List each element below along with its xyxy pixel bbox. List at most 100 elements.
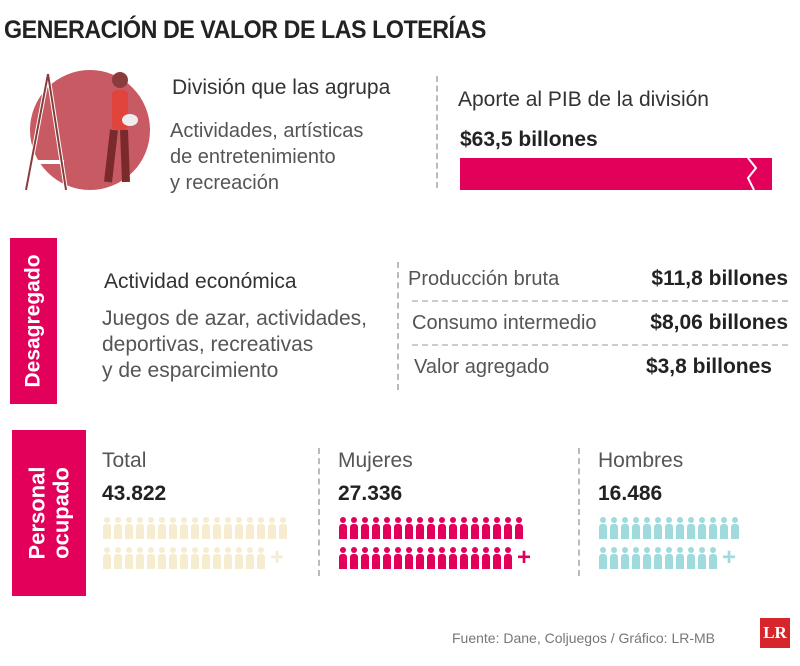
person-icon [135,547,145,569]
person-icon [201,547,211,569]
source-text: Fuente: Dane, Coljuegos / Gráfico: LR-MB [452,630,716,646]
pictogram-row [338,516,531,540]
actividad-description: Juegos de azar, actividades, deportivas,… [102,306,367,384]
person-icon [371,547,381,569]
person-icon [620,547,630,569]
person-icon [492,517,502,539]
desagregado-item: Consumo intermedio $8,06 billones [412,311,788,334]
person-icon [113,547,123,569]
pictogram-row [598,516,740,540]
plus-icon: + [270,544,285,571]
person-icon [393,547,403,569]
person-icon [179,517,189,539]
person-icon [730,517,740,539]
person-icon [113,517,123,539]
person-icon [426,517,436,539]
divider [397,262,399,390]
personal-label: Personal ocupado [12,430,86,596]
group-value: 43.822 [102,482,167,505]
divider [318,448,320,576]
person-icon [675,547,685,569]
group-value: 16.486 [598,482,663,505]
group-label: Mujeres [338,449,413,472]
person-icon [245,517,255,539]
division-line: de entretenimiento [170,146,336,168]
person-icon [686,547,696,569]
desagregado-item: Valor agregado $3,8 billones [414,355,772,378]
person-icon [360,517,370,539]
pictogram-row: + [338,546,531,570]
division-heading: División que las agrupa [172,76,391,99]
divider [578,448,580,576]
person-icon [102,517,112,539]
person-icon [212,517,222,539]
person-icon [708,547,718,569]
person-icon [437,517,447,539]
person-icon [514,517,524,539]
desagregado-item: Producción bruta $11,8 billones [408,267,788,290]
person-icon [135,517,145,539]
person-icon [609,547,619,569]
actividad-line: Juegos de azar, actividades, [102,307,368,330]
person-icon [609,517,619,539]
person-icon [146,517,156,539]
person-icon [697,517,707,539]
person-icon [598,547,608,569]
person-icon [267,517,277,539]
person-icon [719,517,729,539]
painter-illustration-icon [24,70,150,191]
person-icon [631,547,641,569]
actividad-heading: Actividad económica [104,270,297,293]
personal-group: Mujeres 27.336 + [338,448,531,576]
person-icon [664,517,674,539]
person-icon [234,547,244,569]
person-icon [492,547,502,569]
person-icon [223,517,233,539]
personal-group: Total 43.822 + [102,448,288,576]
pictogram-row: + [598,546,740,570]
divider [436,76,438,188]
desagregado-list: Producción bruta $11,8 billones Consumo i… [408,262,788,384]
person-icon [459,547,469,569]
person-icon [653,547,663,569]
person-icon [675,517,685,539]
person-icon [393,517,403,539]
person-icon [437,547,447,569]
person-icon [598,517,608,539]
person-icon [470,547,480,569]
person-icon [642,547,652,569]
person-icon [256,517,266,539]
person-icon [179,547,189,569]
person-icon [503,517,513,539]
person-icon [415,547,425,569]
person-icon [157,547,167,569]
person-icon [708,517,718,539]
pictogram-row [102,516,288,540]
pib-bar [460,158,772,190]
person-icon [642,517,652,539]
division-description: Actividades, artísticas de entretenimien… [170,118,363,196]
plus-icon: + [722,544,737,571]
person-icon [278,517,288,539]
person-icon [404,547,414,569]
person-icon [503,547,513,569]
division-line: y recreación [170,172,279,194]
person-icon [404,517,414,539]
person-icon [256,547,266,569]
person-icon [201,517,211,539]
person-icon [382,547,392,569]
person-icon [620,517,630,539]
person-icon [686,517,696,539]
lr-logo: LR [760,618,790,648]
person-icon [470,517,480,539]
person-icon [190,517,200,539]
person-icon [338,517,348,539]
person-icon [360,547,370,569]
actividad-line: y de esparcimiento [102,359,279,382]
person-icon [448,547,458,569]
person-icon [338,547,348,569]
person-icon [697,547,707,569]
person-icon [631,517,641,539]
pib-heading: Aporte al PIB de la división [458,88,709,111]
group-label: Total [102,449,147,472]
